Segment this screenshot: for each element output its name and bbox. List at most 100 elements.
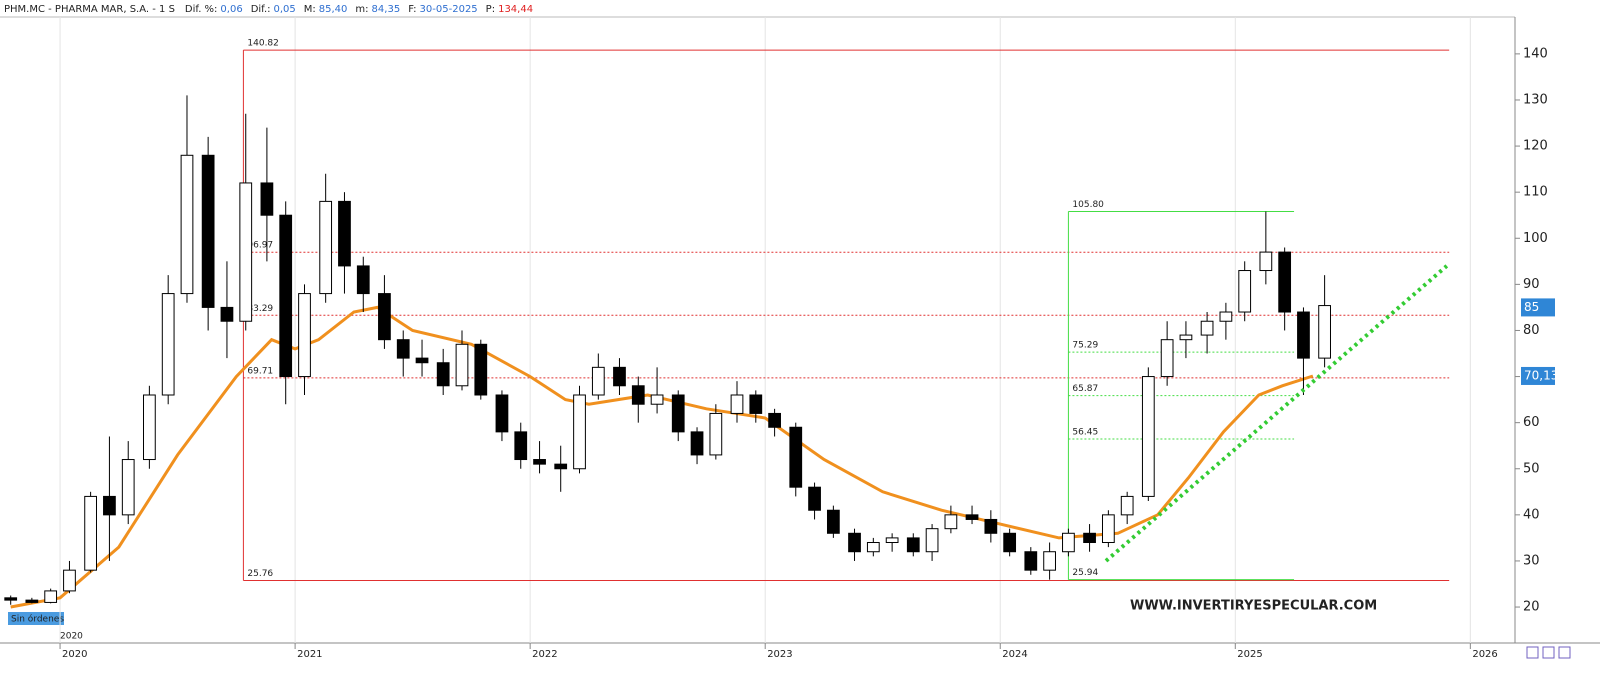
header-label: M: <box>304 4 316 15</box>
candle-body <box>474 343 488 396</box>
header-label: Dif. %: <box>185 4 218 15</box>
candle-body <box>533 459 546 465</box>
fib-label: 25.94 <box>1072 568 1098 578</box>
fib-label: 140.82 <box>247 39 279 49</box>
candle-body <box>1278 251 1292 313</box>
y-tick-label: 80 <box>1523 323 1540 338</box>
candle-body <box>356 265 370 295</box>
candle-body <box>866 542 880 553</box>
y-tick-label: 140 <box>1523 46 1548 61</box>
toolbar-icon[interactable] <box>1558 646 1571 659</box>
toolbar <box>1526 646 1571 659</box>
candle-body <box>239 182 253 322</box>
candle-body <box>201 154 215 308</box>
status-badge <box>8 612 64 625</box>
y-tick-label: 40 <box>1523 507 1540 522</box>
x-tick-label: 2020 <box>62 649 87 660</box>
candle-body <box>260 182 274 216</box>
y-tick-label: 50 <box>1523 461 1540 476</box>
candle-body <box>161 293 175 396</box>
toolbar-icon[interactable] <box>1526 646 1539 659</box>
y-tick-label: 120 <box>1523 139 1548 154</box>
candle-body <box>121 459 135 516</box>
trendline <box>1104 264 1449 563</box>
watermark: WWW.INVERTIRYESPECULAR.COM <box>1130 599 1377 614</box>
candle-body <box>1259 251 1273 272</box>
y-tick-label: 20 <box>1523 600 1540 615</box>
price-tag <box>1521 366 1555 385</box>
candle-body <box>965 514 979 520</box>
y-tick-label: 30 <box>1523 553 1540 568</box>
candle-body <box>514 431 528 461</box>
candle-body <box>1024 551 1038 571</box>
header-label: m: <box>355 4 368 15</box>
header-value: 84,35 <box>372 4 401 15</box>
x-tick-label: 2025 <box>1237 649 1262 660</box>
candle-body <box>1318 305 1331 359</box>
y-tick-label: 110 <box>1523 185 1548 200</box>
candle-body <box>690 431 704 456</box>
candle-body <box>1062 532 1075 553</box>
candle-body <box>1043 551 1056 571</box>
candle-body <box>298 293 311 378</box>
header: PHM.MC - PHARMA MAR, S.A. - 1 S Dif. %: 0,… <box>4 4 533 15</box>
candle-body <box>378 293 391 341</box>
candle-body <box>84 495 97 571</box>
candle-body <box>495 394 509 433</box>
candle-body <box>906 537 920 553</box>
candle-body <box>1141 376 1155 497</box>
candle-body <box>650 394 664 405</box>
header-bar <box>0 0 1600 17</box>
candle-body <box>44 590 58 603</box>
candle-body <box>279 214 293 378</box>
candle-body <box>338 200 351 267</box>
candle-body <box>848 532 861 553</box>
candle-body <box>709 412 723 456</box>
y-tick-label: 60 <box>1523 415 1540 430</box>
header-value: 0,05 <box>274 4 296 15</box>
x-tick-label: 2026 <box>1472 649 1497 660</box>
candle-body <box>1179 334 1193 341</box>
fib-label: 25.76 <box>247 569 273 579</box>
header-value: 30-05-2025 <box>420 4 478 15</box>
candle-body <box>749 394 763 414</box>
status-text: Sin órdenes <box>11 614 64 625</box>
header-value: 134,44 <box>498 4 533 15</box>
candle-body <box>591 366 605 396</box>
candle-body <box>1200 320 1214 336</box>
y-tick-label: 130 <box>1523 92 1548 107</box>
fib-label: 56.45 <box>1072 428 1098 438</box>
candle-body <box>25 599 39 603</box>
candle-body <box>103 495 116 516</box>
candle-body <box>808 486 821 511</box>
toolbar-icon[interactable] <box>1542 646 1555 659</box>
candle-body <box>220 306 234 322</box>
header-label: P: <box>486 4 495 15</box>
candle-body <box>925 528 939 553</box>
fib-label: 83.29 <box>247 304 273 314</box>
y-tick-label: 90 <box>1523 277 1540 292</box>
fib-label: 75.29 <box>1072 341 1098 351</box>
candle-body <box>789 426 803 488</box>
candle-body <box>826 509 840 534</box>
candle-body <box>436 362 450 387</box>
candle-body <box>319 200 333 295</box>
fib-label: 65.87 <box>1072 384 1098 394</box>
x-tick-label: 2021 <box>297 649 322 660</box>
candle-body <box>396 339 410 359</box>
price-tag <box>1521 298 1555 317</box>
candle-body <box>944 514 958 530</box>
candle-body <box>1297 311 1310 359</box>
candle-body <box>1120 495 1134 516</box>
candle-body <box>143 394 156 461</box>
price-tag-label: 70,13 <box>1524 368 1558 382</box>
fib-label: 105.80 <box>1072 200 1104 210</box>
candle-body <box>180 154 194 295</box>
first-year-label: 2020 <box>60 632 83 642</box>
candle-body <box>631 385 645 405</box>
candle-body <box>1101 514 1115 544</box>
candle-body <box>1219 311 1233 322</box>
header-value: 0,06 <box>220 4 242 15</box>
candle-body <box>1003 532 1017 553</box>
